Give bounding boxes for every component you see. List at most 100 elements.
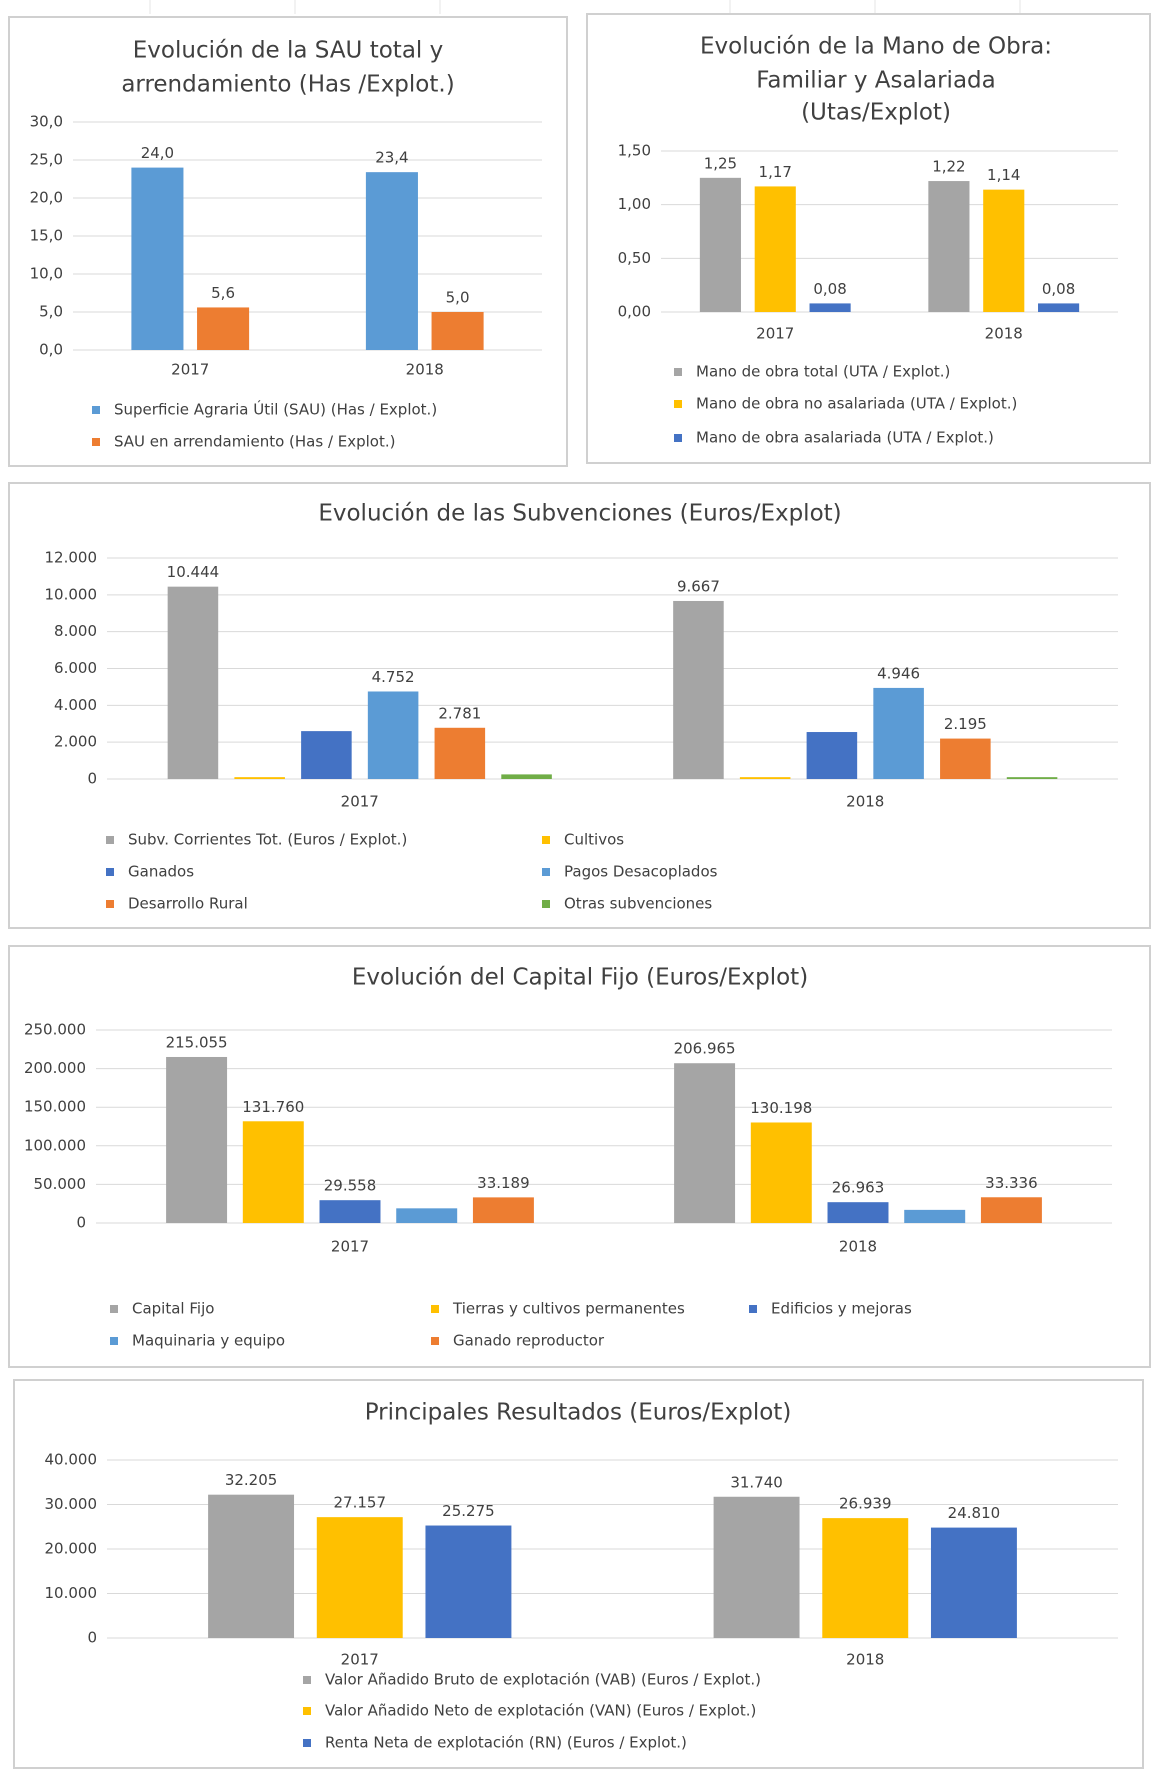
bar [674,1063,736,1223]
bar [873,687,924,779]
bar [301,731,352,779]
bar [425,1525,512,1638]
y-tick-label: 5,0 [39,303,63,321]
legend-marker [542,836,550,844]
y-tick-label: 4.000 [54,696,97,714]
bar [739,777,791,779]
y-tick-label: 200.000 [24,1059,86,1077]
data-label: 1,25 [704,154,737,172]
x-tick-label: 2018 [846,1651,884,1669]
data-label: 206.965 [674,1040,736,1058]
y-tick-label: 12.000 [45,549,98,567]
bar [1038,303,1080,312]
legend-label: Mano de obra total (UTA / Explot.) [696,363,950,381]
data-label: 1,17 [759,163,792,181]
data-label: 4.946 [877,664,920,682]
legend-marker [303,1739,311,1747]
bar [980,1197,1042,1223]
data-label: 25.275 [442,1502,495,1520]
data-label: 4.752 [372,668,415,686]
y-tick-label: 10.000 [45,585,98,603]
panel [586,13,1151,464]
x-tick-label: 2018 [839,1238,877,1256]
chart-title: Evolución de la SAU total y [133,38,443,64]
legend-label: Pagos Desacoplados [564,863,718,881]
y-tick-label: 0 [87,770,97,788]
bar [713,1496,800,1638]
y-tick-label: 10.000 [45,1584,98,1602]
bar [472,1197,534,1223]
legend-marker [431,1337,439,1345]
bar [750,1122,812,1223]
data-label: 2.195 [944,715,987,733]
legend-marker [110,1305,118,1313]
x-tick-label: 2017 [756,325,794,343]
x-tick-label: 2017 [341,1651,379,1669]
legend-label: Otras subvenciones [564,895,712,913]
y-tick-label: 1,00 [618,195,651,213]
chart-title: Familiar y Asalariada [756,68,996,94]
data-label: 24,0 [141,144,174,162]
y-tick-label: 0 [76,1214,86,1232]
bar [365,172,418,350]
legend-label: Superficie Agraria Útil (SAU) (Has / Exp… [114,400,437,419]
legend-marker [542,868,550,876]
data-label: 0,08 [813,280,846,298]
legend-marker [674,434,682,442]
chart-title: (Utas/Explot) [801,100,951,126]
y-tick-label: 6.000 [54,659,97,677]
bar [1006,777,1058,779]
legend-marker [303,1707,311,1715]
bar [930,1527,1017,1638]
y-tick-label: 25,0 [30,151,63,169]
y-tick-label: 8.000 [54,622,97,640]
data-label: 31.740 [730,1473,783,1491]
y-tick-label: 0,50 [618,249,651,267]
legend-label: Tierras y cultivos permanentes [452,1300,685,1318]
legend-label: Cultivos [564,831,624,849]
bar [809,303,851,312]
y-tick-label: 20,0 [30,189,63,207]
chart-title: Evolución de las Subvenciones (Euros/Exp… [318,501,841,527]
data-label: 10.444 [167,563,220,581]
legend-label: SAU en arrendamiento (Has / Explot.) [114,433,395,451]
chart-title: Evolución del Capital Fijo (Euros/Explot… [352,965,808,991]
data-label: 130.198 [750,1099,812,1117]
data-label: 9.667 [677,577,720,595]
data-label: 27.157 [334,1494,387,1512]
data-label: 131.760 [242,1098,304,1116]
x-tick-label: 2017 [331,1238,369,1256]
y-tick-label: 15,0 [30,227,63,245]
bar [242,1121,304,1223]
legend-marker [303,1676,311,1684]
legend-marker [92,406,100,414]
legend-label: Valor Añadido Neto de explotación (VAN) … [325,1702,756,1720]
legend-marker [431,1305,439,1313]
bar [822,1518,909,1638]
bar [131,167,184,350]
y-tick-label: 20.000 [45,1540,98,1558]
bar [940,738,991,779]
bar [699,177,741,312]
legend-marker [674,368,682,376]
legend-marker [674,400,682,408]
chart-title: Evolución de la Mano de Obra: [700,34,1052,60]
x-tick-label: 2018 [985,325,1023,343]
data-label: 26.963 [832,1179,885,1197]
legend-label: Desarrollo Rural [128,895,248,913]
x-tick-label: 2017 [341,793,379,811]
data-label: 26.939 [839,1495,892,1513]
bar [208,1494,295,1638]
y-tick-label: 40.000 [45,1451,98,1469]
legend-label: Ganados [128,863,194,881]
legend-label: Edificios y mejoras [771,1300,912,1318]
data-label: 0,08 [1042,280,1075,298]
legend-label: Capital Fijo [132,1300,214,1318]
y-tick-label: 0,0 [39,341,63,359]
legend-label: Maquinaria y equipo [132,1332,285,1350]
y-tick-label: 1,50 [618,142,651,160]
legend-marker [542,900,550,908]
data-label: 2.781 [438,704,481,722]
y-tick-label: 100.000 [24,1136,86,1154]
